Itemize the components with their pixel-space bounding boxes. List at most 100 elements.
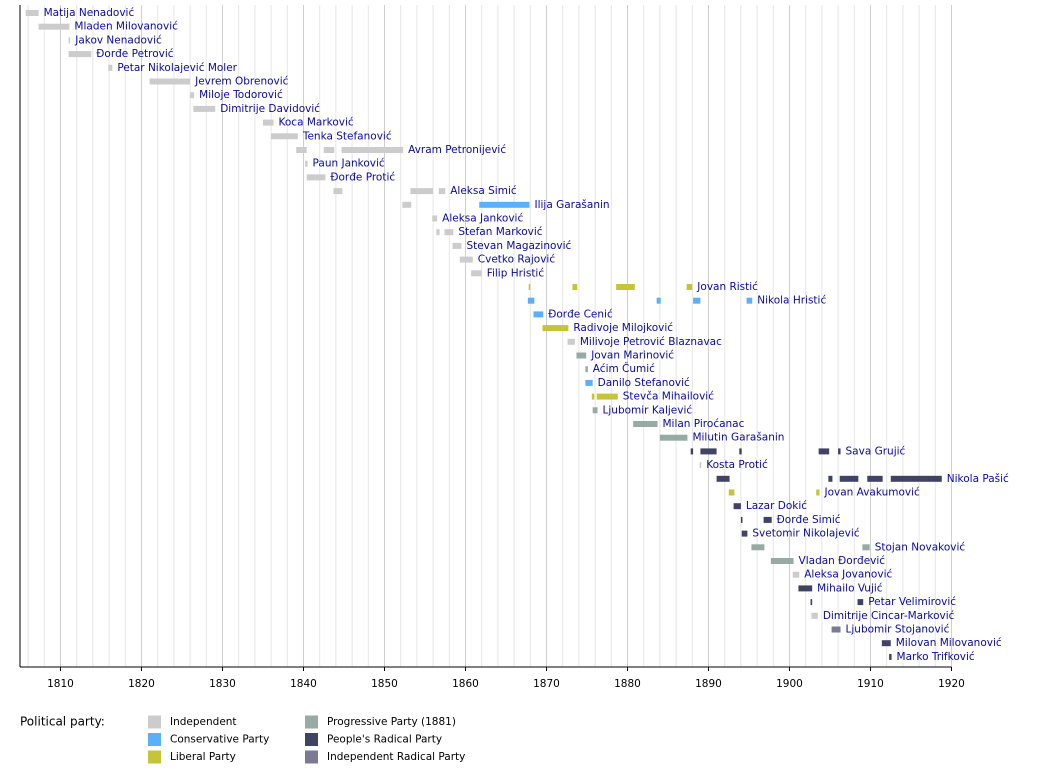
prime-minister-name: Ljubomir Kaljević	[603, 404, 693, 416]
term-bar	[333, 188, 343, 195]
prime-minister-name: Nikola Pašić	[947, 473, 1009, 485]
legend-title: Political party:	[20, 715, 105, 729]
prime-minister-name: Đorđe Protić	[330, 171, 395, 183]
term-bar	[592, 407, 598, 414]
prime-minister-name: Milan Piroćanac	[662, 418, 744, 430]
term-bar	[728, 489, 735, 496]
legend-swatch	[305, 733, 318, 746]
prime-minister-name: Tenka Stefanović	[302, 130, 392, 142]
x-tick-label: 1900	[776, 678, 803, 690]
term-bar	[616, 284, 635, 290]
term-bar	[528, 284, 531, 290]
prime-minister-name: Jovan Avakumović	[823, 487, 920, 499]
term-bar	[686, 284, 693, 290]
term-bar	[889, 653, 892, 660]
term-bar	[890, 475, 942, 482]
prime-minister-name: Danilo Stefanović	[598, 377, 690, 389]
term-bar	[591, 393, 595, 400]
legend-swatch	[148, 715, 161, 729]
term-bar	[68, 51, 92, 58]
x-tick-label: 1880	[614, 678, 641, 690]
prime-minister-name: Stojan Novaković	[875, 541, 966, 553]
term-bar	[585, 379, 593, 386]
prime-minister-name: Ljubomir Stojanović	[846, 624, 950, 636]
legend-label: Independent Radical Party	[327, 751, 465, 763]
term-bar	[190, 92, 195, 99]
prime-minister-name: Milivoje Petrović Blaznavac	[580, 336, 722, 348]
term-bar	[149, 78, 191, 85]
term-bar	[585, 366, 588, 373]
term-bar	[792, 571, 800, 578]
term-bar	[699, 462, 702, 469]
prime-minister-name: Miloje Todorović	[199, 89, 283, 101]
prime-minister-name: Jevrem Obrenović	[194, 76, 289, 88]
term-bar	[831, 626, 841, 633]
term-bar	[572, 284, 578, 290]
prime-minister-name: Đorđe Petrović	[96, 48, 174, 60]
x-tick-label: 1830	[209, 678, 236, 690]
x-tick-label: 1910	[857, 678, 884, 690]
term-bar	[410, 188, 434, 195]
prime-minister-name: Marko Trifković	[897, 651, 975, 663]
prime-minister-name: Matija Nenadović	[44, 7, 135, 19]
prime-minister-name: Jovan Ristić	[696, 281, 758, 293]
term-bar	[739, 448, 742, 455]
term-bar	[839, 475, 859, 482]
x-tick-label: 1870	[533, 678, 560, 690]
legend-label: Independent	[170, 716, 237, 728]
legend-label: Progressive Party (1881)	[327, 716, 456, 728]
prime-minister-name: Aleksa Simić	[450, 185, 517, 197]
term-bar	[533, 311, 544, 318]
term-bar	[700, 448, 717, 455]
prime-minister-name: Mihailo Vujić	[817, 582, 883, 594]
legend-swatch	[305, 715, 318, 729]
prime-minister-name: Aćim Čumić	[593, 362, 655, 375]
prime-minister-name: Stefan Marković	[458, 226, 542, 238]
term-bar	[567, 338, 575, 345]
term-bar	[296, 147, 307, 153]
term-bar	[527, 297, 535, 304]
prime-minister-name: Avram Petronijević	[408, 144, 506, 156]
legend-swatch	[148, 733, 161, 746]
prime-minister-name: Mladen Milovanović	[74, 21, 178, 33]
term-bar	[438, 188, 446, 195]
term-bar	[108, 64, 113, 71]
term-bar	[193, 105, 216, 112]
prime-minister-name: Lazar Dokić	[746, 500, 807, 512]
term-bar	[38, 23, 70, 30]
prime-minister-name: Petar Nikolajević Moler	[117, 62, 237, 74]
term-bar	[656, 297, 661, 304]
term-bar	[838, 448, 841, 455]
legend-label: People's Radical Party	[327, 734, 442, 746]
term-bar	[716, 475, 730, 482]
legend-label: Conservative Party	[170, 734, 269, 746]
term-bar	[798, 585, 813, 592]
x-tick-label: 1810	[47, 678, 74, 690]
term-bar	[471, 270, 482, 277]
term-bar	[881, 640, 891, 647]
prime-minister-name: Aleksa Janković	[442, 213, 523, 225]
x-tick-label: 1920	[938, 678, 965, 690]
legend-label: Liberal Party	[170, 751, 236, 763]
prime-minister-name: Vladan Đorđević	[799, 555, 886, 567]
prime-minister-name: Filip Hristić	[487, 267, 545, 279]
term-bar	[693, 297, 701, 304]
prime-minister-name: Kosta Protić	[706, 459, 768, 471]
term-bar	[857, 599, 864, 606]
prime-minister-name: Đorđe Cenić	[548, 308, 613, 320]
prime-minister-name: Đorđe Simić	[777, 514, 841, 526]
term-bar	[68, 37, 71, 44]
term-bar	[436, 229, 440, 236]
term-bar	[323, 147, 335, 153]
term-bar	[596, 393, 618, 400]
prime-minister-name: Cvetko Rajović	[478, 254, 556, 266]
prime-minister-name: Nikola Hristić	[757, 295, 826, 307]
term-bar	[818, 448, 830, 455]
term-bar	[479, 201, 530, 208]
prime-minister-name: Paun Janković	[313, 158, 385, 170]
term-bar	[305, 160, 308, 167]
prime-minister-name: Jakov Nenadović	[74, 34, 162, 46]
term-bar	[263, 119, 274, 126]
prime-minister-name: Svetomir Nikolajević	[752, 528, 859, 540]
